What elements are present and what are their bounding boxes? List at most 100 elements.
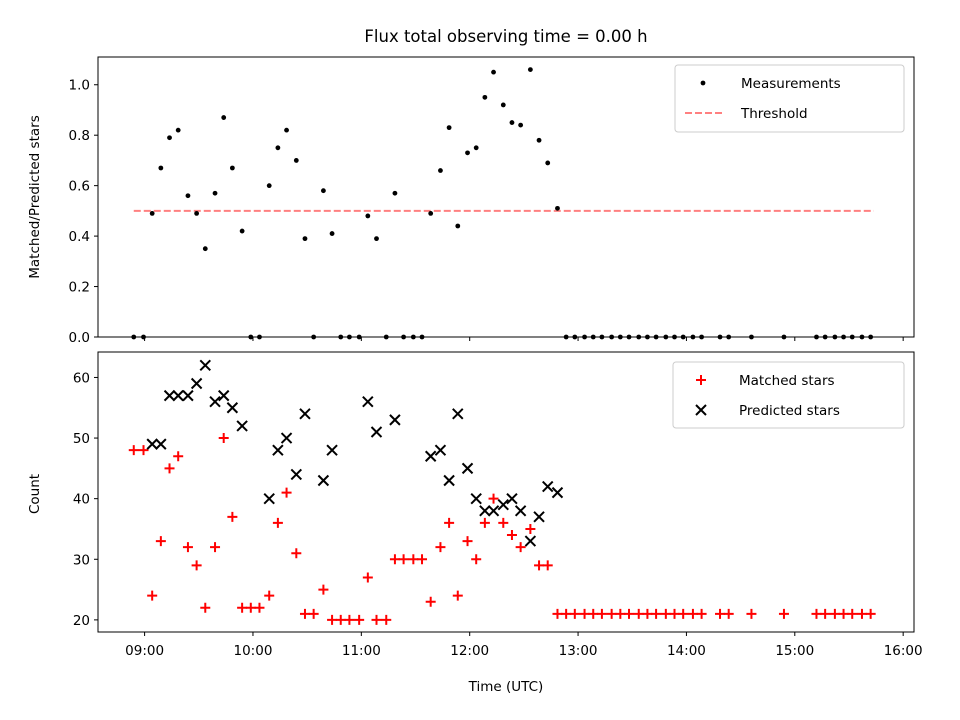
bottom-data-point — [299, 608, 310, 619]
top-data-point — [465, 150, 470, 156]
bottom-x-tick-label: 13:00 — [559, 643, 598, 659]
top-data-point — [491, 69, 496, 75]
bottom-data-point — [606, 608, 617, 619]
bottom-data-point — [362, 572, 373, 583]
bottom-data-point — [569, 608, 580, 619]
bottom-legend-marker — [695, 404, 707, 416]
bottom-x-tick-label: 12:00 — [450, 643, 489, 659]
bottom-data-point — [506, 492, 518, 505]
top-data-point — [185, 193, 191, 199]
bottom-x-tick-label: 09:00 — [125, 643, 164, 659]
bottom-data-point — [435, 542, 446, 553]
top-data-point — [374, 236, 379, 242]
top-data-point — [329, 231, 335, 236]
bottom-data-point — [515, 542, 526, 553]
bottom-data-point — [210, 542, 221, 553]
bottom-data-point — [290, 468, 303, 481]
bottom-data-point — [191, 560, 202, 571]
top-data-point — [158, 165, 164, 171]
bottom-data-point — [462, 536, 473, 547]
top-legend-box — [674, 64, 905, 133]
bottom-data-point — [452, 590, 463, 601]
x-axis-label: Time (UTC) — [468, 679, 544, 695]
bottom-data-point — [633, 608, 644, 619]
bottom-data-point — [263, 492, 275, 505]
top-y-tick-label: 0.4 — [69, 229, 90, 245]
top-data-point — [239, 228, 245, 234]
top-data-point — [275, 145, 281, 151]
bottom-data-point — [778, 608, 789, 619]
bottom-data-point — [542, 560, 553, 571]
bottom-data-point — [479, 517, 490, 528]
bottom-data-point — [272, 517, 283, 528]
bottom-y-tick-label: 30 — [73, 552, 90, 568]
top-data-point — [482, 94, 488, 100]
top-legend-marker — [700, 80, 706, 86]
top-data-point — [175, 127, 181, 133]
top-y-tick-label: 0.0 — [69, 330, 90, 346]
bottom-data-point — [524, 535, 537, 547]
bottom-data-point — [461, 462, 474, 475]
bottom-data-point — [470, 492, 482, 505]
bottom-data-point — [820, 608, 831, 619]
bottom-data-point — [715, 608, 726, 619]
bottom-x-tick-label: 15:00 — [775, 643, 814, 659]
bottom-data-point — [552, 608, 563, 619]
bottom-data-point — [746, 608, 757, 619]
top-data-point — [455, 223, 461, 229]
bottom-x-tick-label: 14:00 — [667, 643, 706, 659]
bottom-data-point — [389, 554, 400, 565]
bottom-data-point — [217, 389, 230, 402]
bottom-data-point — [561, 608, 572, 619]
bottom-data-point — [291, 548, 302, 559]
bottom-data-point — [182, 542, 193, 553]
top-axes-frame — [97, 56, 915, 338]
bottom-data-point — [443, 474, 455, 487]
bottom-data-point — [245, 602, 256, 613]
bottom-data-point — [237, 602, 248, 613]
top-data-point — [194, 210, 200, 216]
top-data-point — [149, 210, 155, 216]
bottom-data-point — [163, 389, 176, 402]
bottom-y-tick-label: 40 — [73, 492, 90, 508]
bottom-data-point — [669, 608, 680, 619]
bottom-data-point — [579, 608, 590, 619]
top-y-tick-label: 0.8 — [69, 128, 90, 144]
bottom-series-matched-stars — [128, 433, 876, 625]
bottom-data-point — [272, 444, 284, 456]
bottom-data-point — [534, 560, 545, 571]
top-data-point — [518, 122, 524, 128]
top-data-point — [321, 188, 326, 194]
bottom-data-point — [525, 523, 536, 534]
bottom-x-tick-label: 10:00 — [234, 643, 273, 659]
top-y-tick-label: 0.6 — [69, 179, 90, 195]
bottom-data-point — [370, 426, 383, 438]
top-data-point — [438, 168, 443, 173]
bottom-data-point — [155, 536, 166, 547]
bottom-x-tick-label: 16:00 — [884, 643, 923, 659]
bottom-data-point — [687, 608, 698, 619]
bottom-data-point — [335, 614, 346, 625]
bottom-data-point — [856, 608, 867, 619]
bottom-data-point — [452, 408, 464, 420]
bottom-data-point — [596, 608, 607, 619]
bottom-data-point — [128, 445, 139, 456]
bottom-data-point — [551, 486, 564, 499]
bottom-data-point — [281, 487, 292, 498]
bottom-data-point — [299, 408, 311, 420]
bottom-data-point — [354, 614, 365, 625]
bottom-y-tick-label: 50 — [73, 431, 90, 447]
top-data-point — [284, 127, 289, 133]
bottom-data-point — [317, 474, 330, 487]
top-data-point — [500, 102, 506, 108]
bottom-data-point — [280, 432, 293, 444]
bottom-data-point — [172, 389, 184, 402]
top-data-point — [473, 145, 479, 151]
bottom-data-point — [190, 377, 203, 390]
top-data-point — [229, 165, 235, 171]
bottom-data-point — [147, 590, 158, 601]
top-legend-label: Measurements — [741, 76, 841, 92]
bottom-data-point — [642, 608, 653, 619]
bottom-data-point — [398, 554, 409, 565]
bottom-data-point — [542, 480, 554, 493]
